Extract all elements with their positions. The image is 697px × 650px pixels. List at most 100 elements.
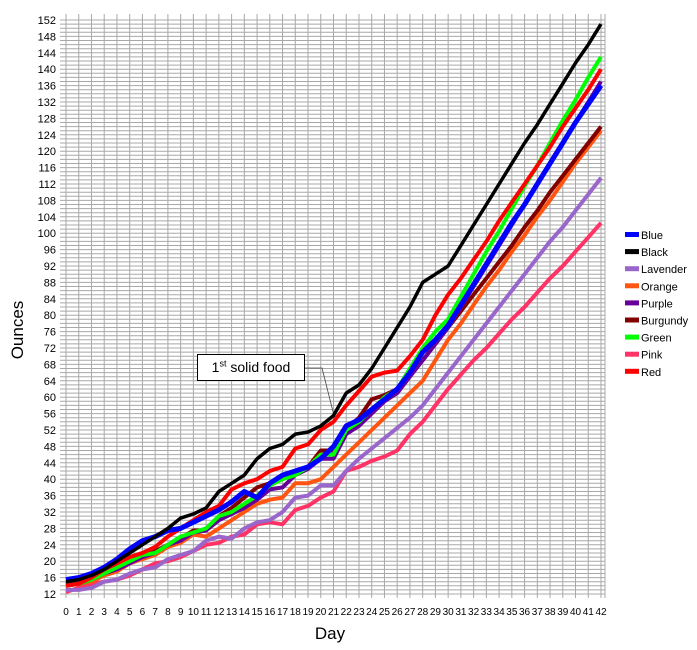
x-tick-label: 10 [188, 607, 200, 618]
x-tick-label: 26 [392, 607, 404, 618]
y-tick-label: 72 [44, 343, 56, 355]
x-tick-label: 16 [264, 607, 276, 618]
y-tick-label: 60 [44, 392, 56, 404]
x-tick-label: 33 [481, 607, 493, 618]
x-tick-label: 1 [76, 607, 82, 618]
legend-label-orange: Orange [641, 281, 678, 293]
y-tick-label: 132 [38, 97, 56, 109]
legend-swatch-red [625, 368, 639, 374]
x-tick-label: 19 [302, 607, 314, 618]
y-tick-label: 144 [38, 48, 56, 60]
x-tick-label: 3 [101, 607, 107, 618]
x-axis-ticks: 0 1 2 3 4 5 6 7 8 9 10 11 12 13 14 15 16 17 18 19 20 21 22 23 24… [63, 607, 607, 618]
x-tick-label: 5 [127, 607, 133, 618]
y-tick-label: 116 [38, 163, 56, 175]
legend-label-purple: Purple [641, 298, 673, 310]
legend-swatch-purple [625, 300, 639, 306]
y-tick-label: 124 [38, 130, 56, 142]
annotation-text: 1 [211, 359, 220, 375]
series-line-green [65, 55, 603, 588]
legend-swatch-blue [625, 232, 639, 237]
annotation-leader [305, 367, 334, 414]
x-tick-label: 32 [468, 607, 480, 618]
y-tick-label: 32 [44, 507, 56, 519]
y-axis-label: Ounces [8, 300, 27, 360]
legend-label-green: Green [641, 333, 672, 345]
y-tick-label: 148 [38, 31, 56, 43]
legend-label-pink: Pink [641, 350, 663, 362]
legend-label-black: Black [641, 247, 668, 259]
x-tick-label: 41 [583, 607, 595, 618]
x-tick-label: 22 [341, 607, 353, 618]
y-tick-label: 96 [44, 245, 56, 257]
x-tick-label: 9 [178, 607, 184, 618]
annotation-leader-line [305, 367, 334, 414]
x-tick-label: 31 [455, 607, 467, 618]
legend-swatch-green [625, 334, 639, 340]
x-tick-label: 24 [366, 607, 378, 618]
x-tick-label: 37 [532, 607, 544, 618]
x-tick-label: 4 [114, 607, 120, 618]
x-tick-label: 17 [277, 607, 289, 618]
x-tick-label: 18 [290, 607, 302, 618]
x-tick-label: 36 [519, 607, 531, 618]
y-tick-label: 24 [44, 540, 56, 552]
legend-swatch-pink [625, 351, 639, 357]
y-tick-label: 84 [44, 294, 56, 306]
annotation-text-rest: solid food [226, 359, 291, 375]
y-tick-label: 16 [44, 573, 56, 585]
x-tick-label: 20 [315, 607, 327, 618]
x-tick-label: 6 [140, 607, 146, 618]
x-axis-label: Day [314, 624, 346, 643]
legend-swatch-black [625, 249, 639, 255]
y-tick-label: 120 [38, 146, 56, 158]
y-tick-label: 40 [44, 474, 56, 486]
series-line-black [65, 23, 603, 584]
x-tick-label: 13 [226, 607, 238, 618]
x-tick-label: 40 [570, 607, 582, 618]
x-tick-label: 25 [379, 607, 391, 618]
y-tick-label: 100 [38, 228, 56, 240]
legend-swatch-burgundy [625, 317, 639, 323]
x-tick-label: 27 [404, 607, 416, 618]
y-tick-label: 48 [44, 441, 56, 453]
y-tick-label: 152 [38, 15, 56, 27]
y-tick-label: 104 [38, 212, 56, 224]
x-tick-label: 12 [213, 607, 225, 618]
legend-label-burgundy: Burgundy [641, 316, 689, 328]
x-tick-label: 28 [417, 607, 429, 618]
y-tick-label: 76 [44, 327, 56, 339]
x-tick-label: 2 [89, 607, 95, 618]
x-tick-label: 39 [557, 607, 569, 618]
y-tick-label: 56 [44, 409, 56, 421]
y-tick-label: 108 [38, 195, 56, 207]
series-line-lavender [66, 176, 603, 592]
legend-label-blue: Blue [641, 230, 663, 242]
x-tick-label: 38 [544, 607, 556, 618]
x-tick-label: 8 [165, 607, 171, 618]
legend-swatch-orange [625, 283, 639, 289]
x-tick-label: 14 [239, 607, 251, 618]
legend-label-lavender: Lavender [641, 264, 687, 276]
y-tick-label: 88 [44, 277, 56, 289]
series-line-red [65, 68, 603, 588]
x-tick-label: 15 [252, 607, 264, 618]
y-tick-label: 20 [44, 556, 56, 568]
y-tick-label: 136 [38, 81, 56, 93]
x-tick-label: 42 [595, 607, 607, 618]
y-tick-label: 140 [38, 64, 56, 76]
y-tick-label: 68 [44, 359, 56, 371]
y-tick-label: 112 [38, 179, 56, 191]
series-line-pink [65, 221, 603, 594]
legend-label-red: Red [641, 367, 661, 379]
series-lines [65, 23, 604, 594]
y-tick-label: 44 [44, 458, 56, 470]
x-tick-label: 11 [201, 607, 212, 618]
x-tick-label: 30 [443, 607, 455, 618]
x-tick-label: 7 [152, 607, 158, 618]
y-tick-label: 36 [44, 491, 56, 503]
y-tick-label: 128 [38, 113, 56, 125]
x-tick-label: 23 [353, 607, 365, 618]
y-tick-label: 28 [44, 523, 56, 535]
